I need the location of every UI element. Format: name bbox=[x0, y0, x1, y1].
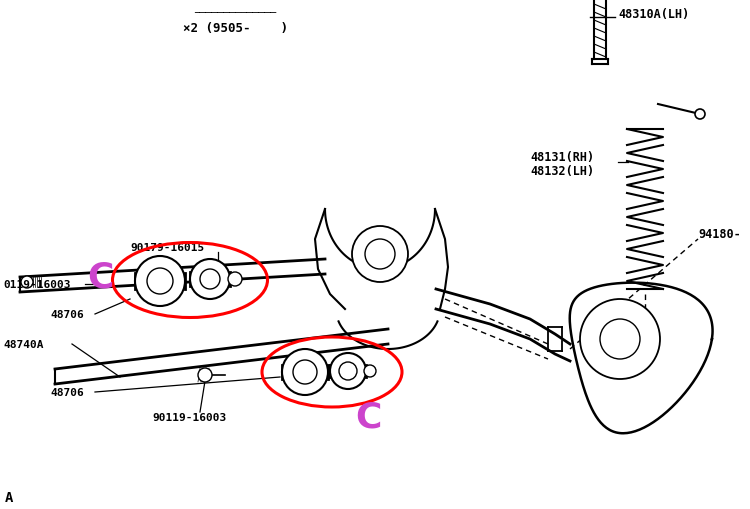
Circle shape bbox=[198, 369, 212, 382]
Circle shape bbox=[200, 269, 220, 290]
Circle shape bbox=[228, 272, 242, 287]
Circle shape bbox=[580, 299, 660, 379]
Text: 48310A(LH): 48310A(LH) bbox=[618, 8, 689, 21]
Circle shape bbox=[282, 349, 328, 395]
Circle shape bbox=[293, 360, 317, 384]
Circle shape bbox=[600, 319, 640, 359]
Circle shape bbox=[135, 257, 185, 306]
Circle shape bbox=[330, 353, 366, 389]
Text: 48131(RH): 48131(RH) bbox=[530, 151, 594, 164]
Circle shape bbox=[190, 260, 230, 299]
Text: ──────────────: ────────────── bbox=[194, 8, 276, 18]
Circle shape bbox=[21, 276, 33, 289]
Text: 48706: 48706 bbox=[50, 387, 84, 397]
Text: A: A bbox=[5, 490, 14, 504]
Text: ×2 (9505-    ): ×2 (9505- ) bbox=[182, 22, 287, 35]
Text: C: C bbox=[355, 400, 381, 434]
Circle shape bbox=[364, 365, 376, 377]
Text: 0119-16003: 0119-16003 bbox=[3, 279, 70, 290]
Text: 90179-16015: 90179-16015 bbox=[130, 242, 204, 252]
Text: 48706: 48706 bbox=[50, 309, 84, 319]
Circle shape bbox=[339, 362, 357, 380]
Circle shape bbox=[352, 227, 408, 282]
Text: C: C bbox=[87, 261, 113, 294]
Text: 90119-16003: 90119-16003 bbox=[152, 412, 226, 422]
Text: 94180-: 94180- bbox=[698, 228, 741, 241]
Circle shape bbox=[365, 240, 395, 269]
Circle shape bbox=[147, 268, 173, 294]
Text: 48132(LH): 48132(LH) bbox=[530, 165, 594, 178]
Circle shape bbox=[695, 110, 705, 120]
Text: 48740A: 48740A bbox=[3, 340, 44, 349]
